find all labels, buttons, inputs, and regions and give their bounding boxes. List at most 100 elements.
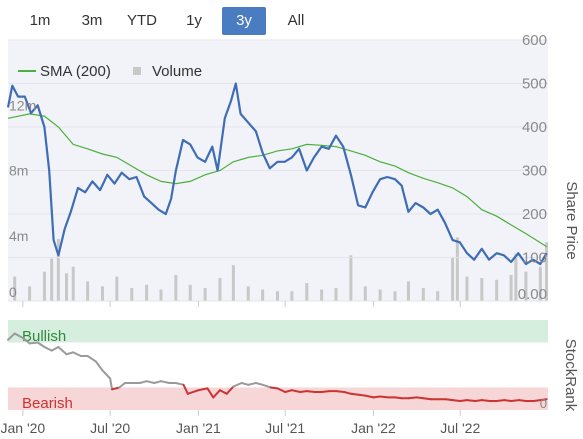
volume-bar	[65, 273, 69, 301]
stockrank-segment	[86, 355, 97, 363]
stockrank-segment	[111, 386, 121, 391]
stockrank-segment	[240, 382, 250, 386]
price-axis-label: Share Price	[563, 181, 580, 259]
stockrank-segment	[232, 382, 243, 388]
stockrank-segment	[510, 399, 521, 402]
volume-bar	[421, 287, 425, 301]
price-gridlines	[8, 39, 548, 302]
stockrank-segment	[415, 396, 425, 400]
stockrank-segment	[349, 392, 360, 396]
date-tick-label: Jan '21	[176, 420, 221, 436]
stockrank-segment	[407, 396, 418, 400]
legend-sma-label[interactable]: SMA (200)	[40, 63, 111, 80]
volume-bar	[538, 266, 542, 301]
volume-bar	[305, 283, 309, 301]
volume-bar	[28, 286, 32, 301]
volume-bar	[334, 287, 338, 301]
range-button-1y[interactable]: 1y	[186, 12, 202, 29]
volume-bar	[145, 284, 149, 301]
volume-bar	[188, 284, 192, 301]
stockrank-segment	[261, 383, 272, 389]
stockrank-segment	[532, 399, 542, 402]
volume-bar	[276, 291, 280, 301]
volume-tick-label: 8m	[9, 163, 28, 179]
volume-bar	[261, 289, 265, 301]
stockrank-segment	[57, 346, 68, 356]
stockrank-segment	[290, 389, 302, 393]
volume-bar	[349, 255, 353, 301]
range-button-3m[interactable]: 3m	[81, 12, 103, 29]
stockrank-segment	[72, 351, 82, 357]
stockrank-segment	[218, 389, 228, 395]
volume-bar	[100, 286, 104, 301]
volume-tick-label: 4m	[9, 228, 28, 244]
stockrank-segment	[320, 390, 331, 393]
volume-bar	[231, 265, 235, 301]
stockrank-segment	[7, 332, 16, 341]
stockrank-segment	[364, 394, 375, 399]
legend-volume-label[interactable]: Volume	[152, 63, 202, 80]
volume-bar	[451, 256, 455, 301]
stockrank-segment	[254, 382, 264, 386]
stockrank-segment	[539, 398, 548, 402]
stockrank-segment	[459, 399, 468, 402]
stockrank-segment	[159, 380, 171, 384]
range-button-all[interactable]: All	[287, 12, 305, 29]
bearish-zone	[8, 387, 548, 410]
stockrank-segment	[372, 395, 382, 399]
stockrank-segment	[247, 382, 257, 386]
share-price-line	[6, 82, 548, 266]
stockrank-segment	[174, 382, 185, 386]
volume-bar	[13, 276, 17, 301]
range-button-1m[interactable]: 1m	[29, 12, 51, 29]
stockrank-segment	[474, 399, 483, 402]
volume-bar	[218, 278, 222, 301]
volume-bar	[406, 281, 410, 301]
stockrank-segment	[28, 341, 39, 345]
stockrank-segment	[50, 346, 60, 352]
range-button-ytd[interactable]: YTD	[127, 12, 157, 29]
stockrank-segment	[394, 396, 403, 400]
legend: SMA (200) Volume	[18, 63, 202, 80]
volume-axis-ticks: 0 4m 8m 12m	[9, 97, 36, 300]
stockrank-segment	[335, 390, 346, 393]
stockrank-axis-label: StockRank	[562, 339, 579, 412]
stockrank-segment	[182, 383, 189, 395]
stockrank-segment	[503, 399, 513, 402]
stockrank-segment	[225, 385, 235, 395]
price-tick-label: 500	[522, 76, 547, 93]
volume-bar	[509, 274, 513, 301]
stockrank-segment	[206, 387, 215, 399]
volume-bar	[56, 239, 60, 301]
stockrank-segment	[36, 341, 46, 348]
range-selector: 1m 3m YTD 1y 3y All	[0, 0, 583, 40]
price-tick-label: 0.00	[518, 286, 547, 303]
stockrank-segment	[94, 360, 104, 372]
stockrank-segment	[305, 390, 316, 393]
stockrank-segment	[357, 393, 367, 397]
stockrank-segment	[153, 380, 162, 384]
stockrank-segment	[186, 389, 200, 395]
stockrank-segment	[379, 395, 390, 399]
date-tick-label: Jul '20	[90, 420, 130, 436]
volume-bar	[495, 279, 499, 301]
stockrank-segment	[480, 399, 491, 402]
stockrank-segment	[138, 380, 148, 384]
stockrank-segment	[65, 351, 75, 356]
stockrank-segment	[43, 346, 53, 352]
volume-bar	[246, 286, 250, 301]
volume-bar	[290, 291, 294, 301]
legend-volume-swatch	[133, 67, 141, 75]
stockrank-segment	[299, 390, 308, 393]
volume-bar	[363, 286, 367, 301]
price-tick-label: 200	[522, 206, 547, 223]
stockrank-segment	[197, 387, 209, 392]
stockrank-segment	[269, 386, 279, 390]
range-button-3y[interactable]: 3y	[222, 7, 266, 35]
stockrank-segment	[212, 389, 221, 399]
volume-bar	[71, 266, 75, 301]
stockrank-segment	[21, 337, 31, 345]
bullish-label: Bullish	[22, 328, 66, 345]
volume-bar	[130, 287, 134, 301]
